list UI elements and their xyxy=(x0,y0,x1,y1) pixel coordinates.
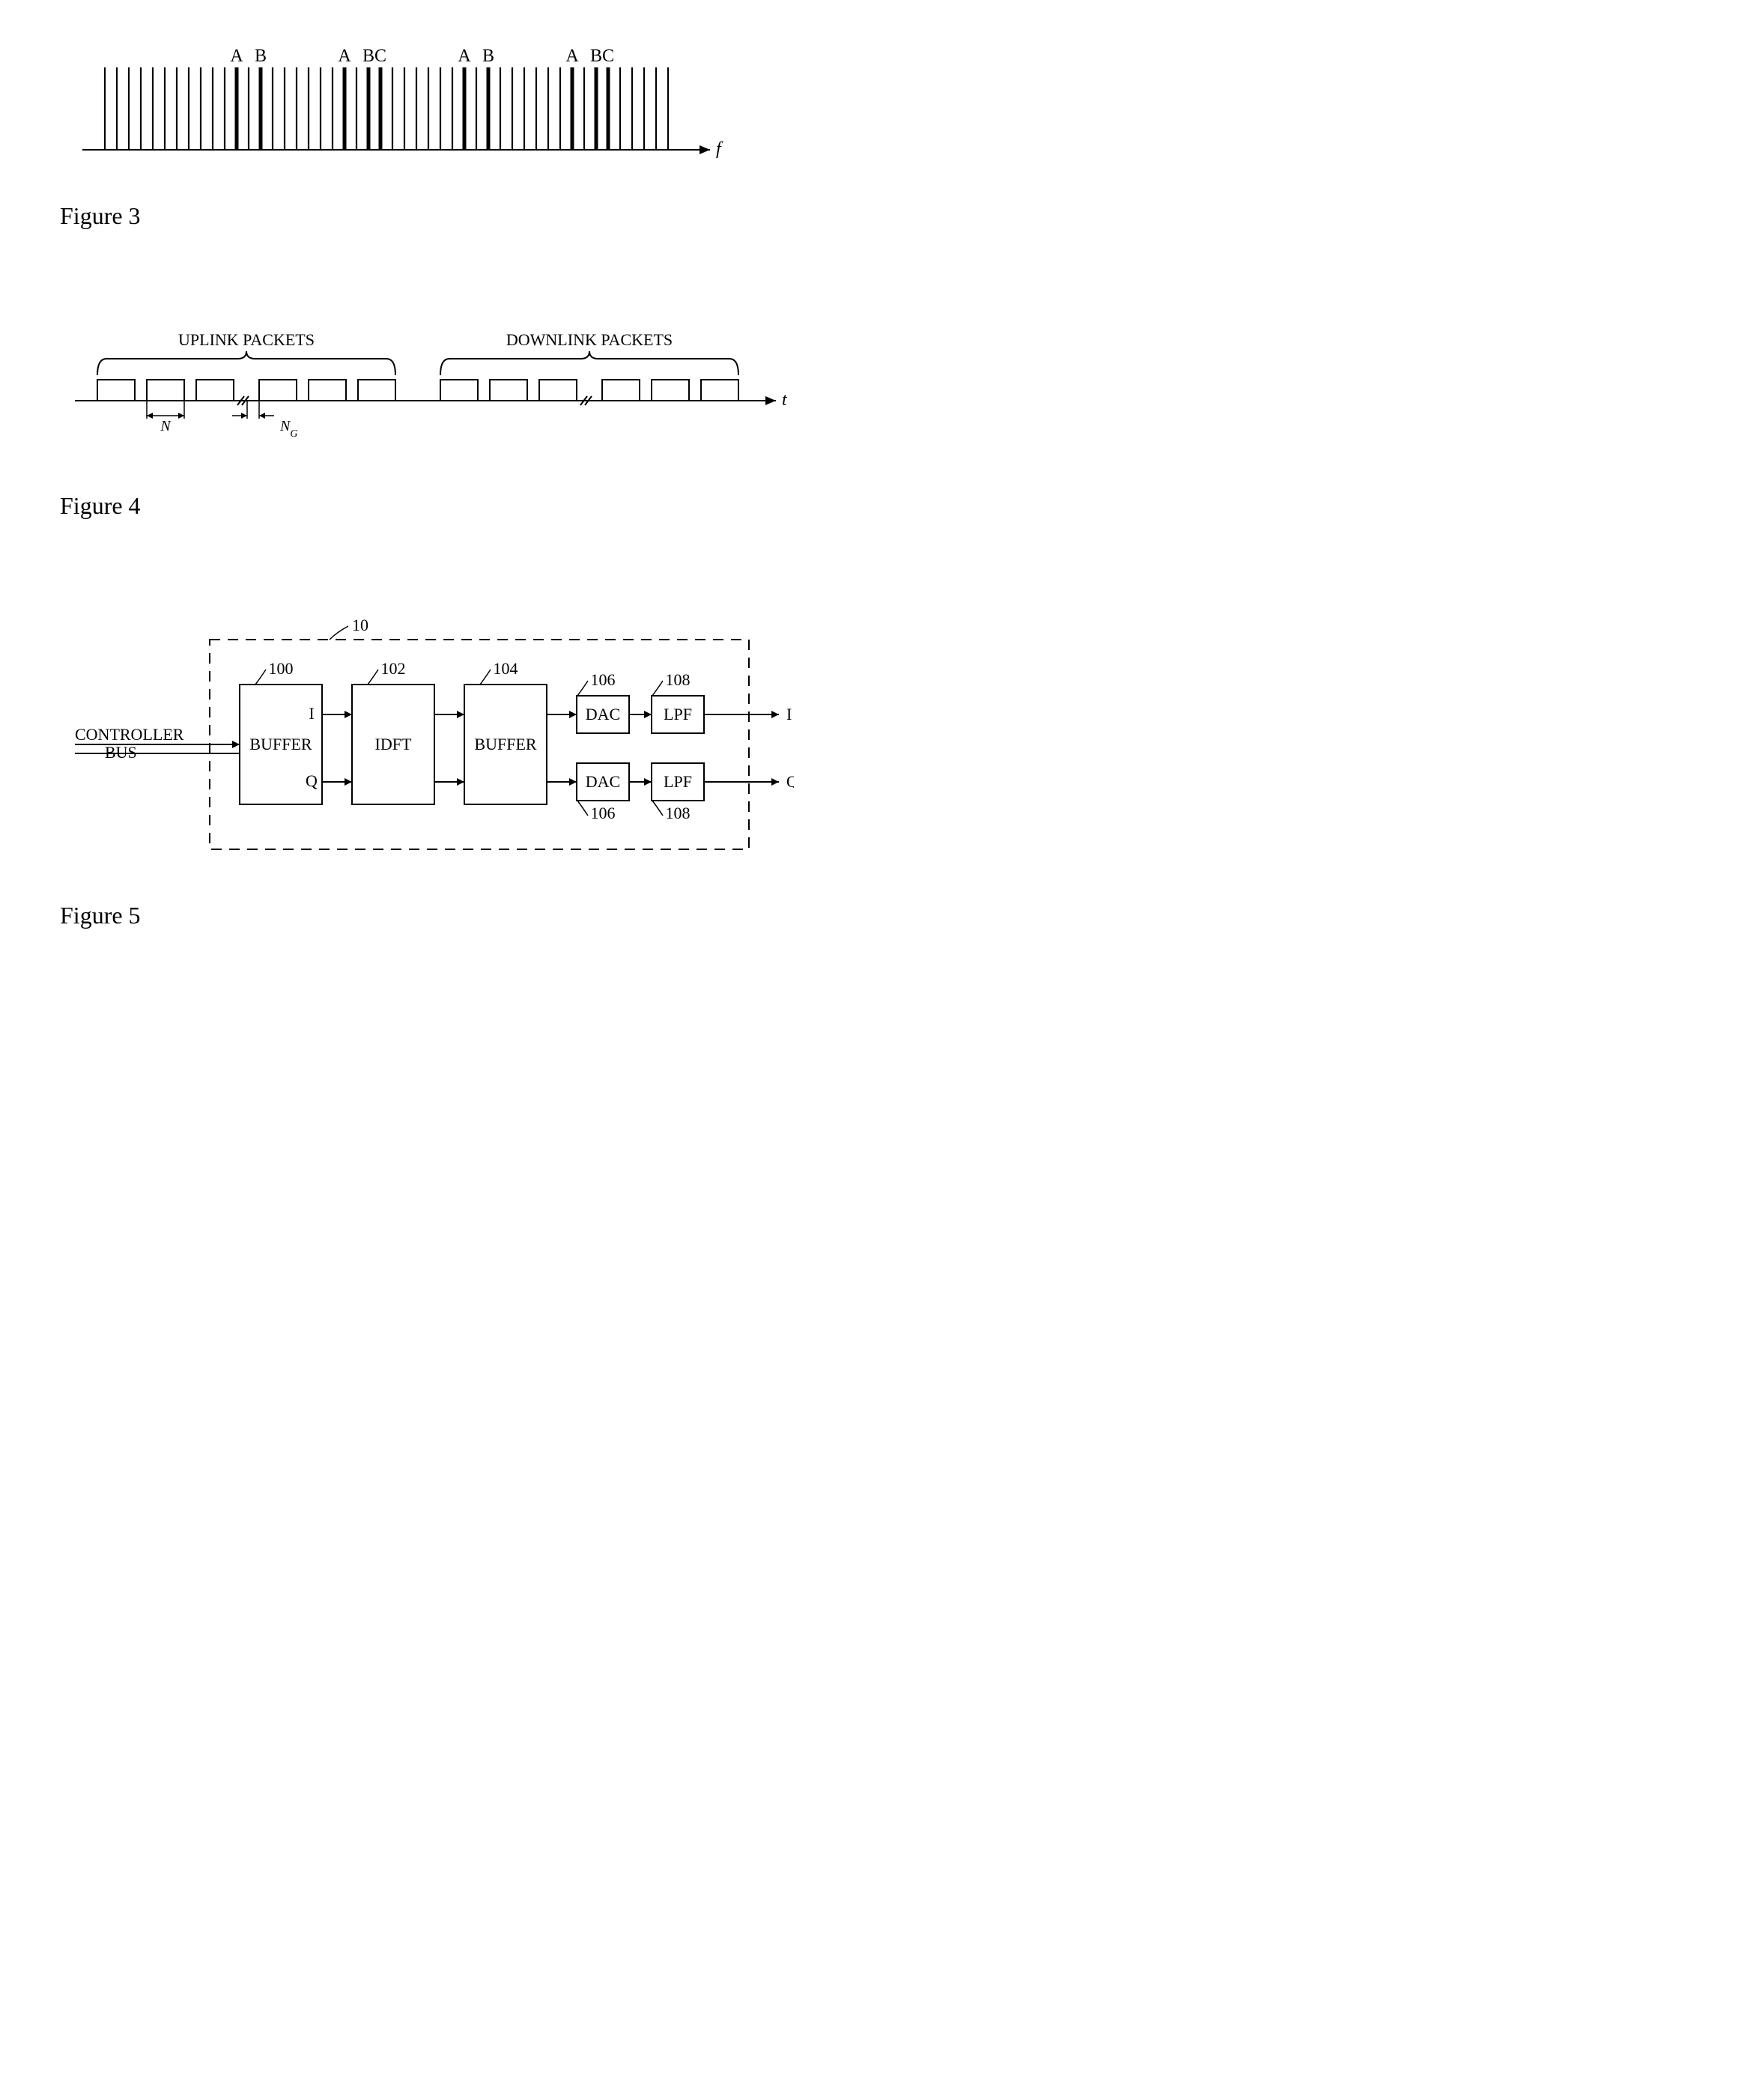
fig4-chart: t UPLINK PACKETS DOWNLINK PACKETS N NG xyxy=(60,320,794,470)
svg-text:C: C xyxy=(374,46,386,66)
svg-text:I: I xyxy=(309,704,314,723)
svg-text:DAC: DAC xyxy=(586,705,620,723)
fig3-chart: fABABCABABC xyxy=(60,45,734,180)
svg-text:NG: NG xyxy=(279,418,297,440)
svg-text:Q: Q xyxy=(306,771,318,790)
svg-text:106: 106 xyxy=(591,670,616,689)
svg-text:DOWNLINK PACKETS: DOWNLINK PACKETS xyxy=(506,330,673,349)
svg-text:I: I xyxy=(786,705,792,723)
svg-text:106: 106 xyxy=(591,804,616,822)
svg-text:108: 108 xyxy=(666,670,691,689)
svg-text:B: B xyxy=(590,46,602,66)
svg-text:C: C xyxy=(602,46,614,66)
svg-text:BUFFER: BUFFER xyxy=(474,735,536,753)
svg-text:IDFT: IDFT xyxy=(375,735,412,753)
svg-text:t: t xyxy=(782,390,788,410)
svg-text:LPF: LPF xyxy=(664,772,692,791)
svg-text:100: 100 xyxy=(269,659,294,678)
svg-text:B: B xyxy=(482,46,494,66)
figure-5: 10 CONTROLLERBUS BUFFER 100 I Q IDFT 102 BUFFER 1… xyxy=(60,610,1697,929)
svg-text:104: 104 xyxy=(494,659,518,678)
svg-text:B: B xyxy=(362,46,374,66)
fig3-caption: Figure 3 xyxy=(60,202,1697,230)
svg-text:108: 108 xyxy=(666,804,691,822)
svg-text:CONTROLLER: CONTROLLER xyxy=(75,725,184,744)
svg-text:10: 10 xyxy=(352,616,368,634)
svg-text:LPF: LPF xyxy=(664,705,692,723)
svg-text:A: A xyxy=(230,46,243,66)
svg-text:A: A xyxy=(458,46,471,66)
svg-text:BUFFER: BUFFER xyxy=(249,735,312,753)
svg-text:DAC: DAC xyxy=(586,772,620,791)
figure-3: fABABCABABC Figure 3 xyxy=(60,45,1697,230)
svg-text:A: A xyxy=(338,46,351,66)
svg-text:BUS: BUS xyxy=(105,743,137,762)
figure-4: t UPLINK PACKETS DOWNLINK PACKETS N NG Figur… xyxy=(60,320,1697,520)
fig5-caption: Figure 5 xyxy=(60,902,1697,929)
svg-text:Q: Q xyxy=(786,772,794,791)
fig4-caption: Figure 4 xyxy=(60,492,1697,520)
svg-text:B: B xyxy=(255,46,267,66)
svg-text:UPLINK PACKETS: UPLINK PACKETS xyxy=(178,330,315,349)
svg-text:102: 102 xyxy=(381,659,406,678)
fig5-chart: 10 CONTROLLERBUS BUFFER 100 I Q IDFT 102 BUFFER 1… xyxy=(60,610,794,879)
svg-text:A: A xyxy=(565,46,579,66)
svg-text:N: N xyxy=(160,418,172,434)
svg-text:f: f xyxy=(716,139,723,159)
